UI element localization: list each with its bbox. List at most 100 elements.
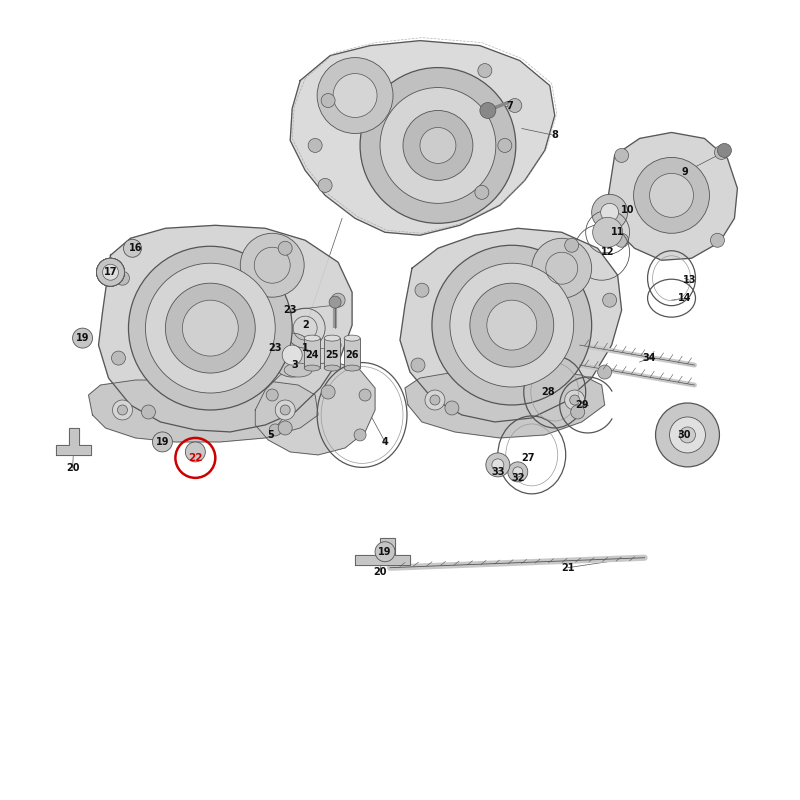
Circle shape xyxy=(570,395,580,405)
Ellipse shape xyxy=(344,335,360,341)
Circle shape xyxy=(329,339,341,351)
Circle shape xyxy=(317,58,393,134)
Polygon shape xyxy=(255,362,375,455)
Circle shape xyxy=(430,395,440,405)
Circle shape xyxy=(670,417,706,453)
Text: 10: 10 xyxy=(621,206,634,215)
Circle shape xyxy=(718,143,731,158)
Text: 12: 12 xyxy=(601,247,614,258)
Circle shape xyxy=(115,271,130,285)
Bar xyxy=(344,338,360,368)
Circle shape xyxy=(425,390,445,410)
Circle shape xyxy=(329,296,341,308)
Circle shape xyxy=(318,178,332,192)
Ellipse shape xyxy=(284,363,312,377)
Text: 2: 2 xyxy=(302,320,309,330)
Circle shape xyxy=(266,389,278,401)
Circle shape xyxy=(614,149,629,162)
Circle shape xyxy=(97,258,125,286)
Text: 1: 1 xyxy=(302,343,309,353)
Circle shape xyxy=(532,238,592,298)
Circle shape xyxy=(565,390,585,410)
Circle shape xyxy=(470,283,554,367)
Text: 8: 8 xyxy=(551,130,558,141)
Circle shape xyxy=(102,264,118,280)
Circle shape xyxy=(321,94,335,107)
Ellipse shape xyxy=(324,335,340,341)
Circle shape xyxy=(570,405,585,419)
Text: 27: 27 xyxy=(521,453,534,463)
Text: 29: 29 xyxy=(575,400,589,410)
Polygon shape xyxy=(98,226,352,432)
Circle shape xyxy=(614,234,629,247)
Circle shape xyxy=(375,542,395,562)
Circle shape xyxy=(73,328,93,348)
Circle shape xyxy=(478,63,492,78)
Text: 26: 26 xyxy=(346,350,359,360)
Circle shape xyxy=(142,405,155,419)
Text: 23: 23 xyxy=(269,343,282,353)
Circle shape xyxy=(601,203,618,222)
Text: 19: 19 xyxy=(378,546,392,557)
Circle shape xyxy=(118,405,127,415)
Circle shape xyxy=(420,127,456,163)
Circle shape xyxy=(598,365,612,379)
Circle shape xyxy=(354,429,366,441)
Polygon shape xyxy=(400,228,622,422)
Circle shape xyxy=(129,246,292,410)
Circle shape xyxy=(97,258,125,286)
Circle shape xyxy=(593,218,622,247)
Text: 30: 30 xyxy=(678,430,691,440)
Circle shape xyxy=(415,283,429,297)
Circle shape xyxy=(498,138,512,153)
Polygon shape xyxy=(89,380,318,442)
Circle shape xyxy=(592,194,628,230)
Text: 17: 17 xyxy=(104,267,118,278)
Bar xyxy=(324,338,340,368)
Circle shape xyxy=(166,283,255,373)
Text: 3: 3 xyxy=(292,360,298,370)
Circle shape xyxy=(714,146,729,159)
Polygon shape xyxy=(55,428,90,455)
Text: 21: 21 xyxy=(561,562,574,573)
Circle shape xyxy=(308,138,322,153)
Circle shape xyxy=(321,385,335,399)
Text: 20: 20 xyxy=(66,463,79,473)
Ellipse shape xyxy=(344,365,360,371)
Text: 19: 19 xyxy=(156,437,169,447)
Ellipse shape xyxy=(304,365,320,371)
Circle shape xyxy=(432,246,592,405)
Circle shape xyxy=(240,234,304,297)
Circle shape xyxy=(403,110,473,180)
Text: 34: 34 xyxy=(643,353,656,363)
Text: 19: 19 xyxy=(76,333,90,343)
Circle shape xyxy=(153,432,172,452)
Circle shape xyxy=(113,400,133,420)
Text: 20: 20 xyxy=(374,566,386,577)
Text: 9: 9 xyxy=(681,167,688,178)
Circle shape xyxy=(333,74,377,118)
Text: 16: 16 xyxy=(129,243,142,254)
Circle shape xyxy=(278,242,292,255)
Text: 28: 28 xyxy=(541,387,554,397)
Circle shape xyxy=(513,467,522,477)
Text: 11: 11 xyxy=(611,227,624,238)
Circle shape xyxy=(380,87,496,203)
Circle shape xyxy=(359,389,371,401)
Circle shape xyxy=(97,258,125,286)
Text: 4: 4 xyxy=(382,437,389,447)
Polygon shape xyxy=(608,133,738,260)
Circle shape xyxy=(508,98,522,113)
Text: 14: 14 xyxy=(678,293,691,303)
Circle shape xyxy=(655,403,719,467)
Circle shape xyxy=(270,333,314,377)
Circle shape xyxy=(445,401,459,415)
Text: 32: 32 xyxy=(511,473,525,483)
Circle shape xyxy=(270,424,282,436)
Ellipse shape xyxy=(304,335,320,341)
Circle shape xyxy=(487,300,537,350)
Polygon shape xyxy=(355,538,410,565)
Circle shape xyxy=(565,238,578,252)
Circle shape xyxy=(123,239,142,258)
Circle shape xyxy=(492,459,504,471)
